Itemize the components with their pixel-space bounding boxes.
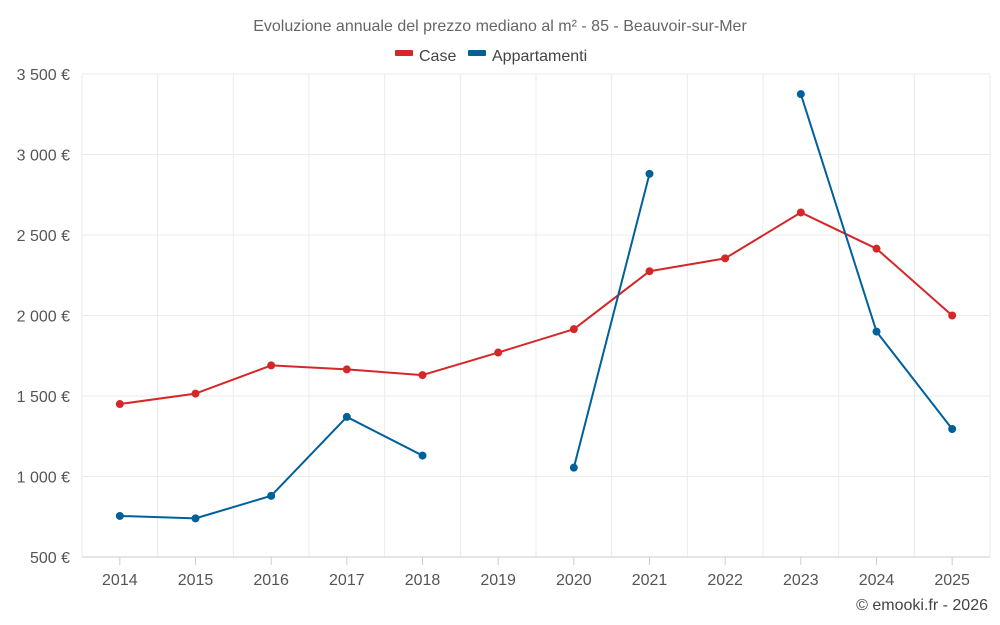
legend-item-appartamenti[interactable]: Appartamenti [468,48,587,65]
legend-item-case[interactable]: Case [395,48,456,65]
x-tick-label: 2018 [405,572,441,589]
grid [81,73,991,558]
data-point-case-2014[interactable] [115,400,124,409]
x-tick-label: 2021 [632,572,668,589]
legend-label-case: Case [419,48,456,65]
x-tick-label: 2017 [329,572,365,589]
y-tick-label: 3 500 € [17,67,70,84]
x-tick-label: 2015 [178,572,214,589]
data-point-case-2023[interactable] [796,208,805,217]
y-tick-label: 1 000 € [17,470,70,487]
x-tick-label: 2016 [253,572,289,589]
data-point-case-2018[interactable] [418,371,427,380]
y-tick-label: 2 000 € [17,309,70,326]
x-tick-label: 2020 [556,572,592,589]
data-point-case-2025[interactable] [948,311,957,320]
data-point-appartamenti-2018[interactable] [418,451,427,460]
y-tick-label: 3 000 € [17,148,70,165]
data-point-appartamenti-2023[interactable] [796,90,805,99]
x-tick-label: 2025 [934,572,970,589]
data-point-case-2024[interactable] [872,244,881,253]
y-axis: 3 500 € 3 000 € 2 500 € 2 000 € 1 500 € 1 000… [17,67,70,567]
series-line-appartamenti [119,415,423,520]
x-tick-label: 2024 [859,572,895,589]
data-point-case-2021[interactable] [645,267,654,276]
x-axis: 2014 2015 2016 2017 2018 2019 2020 2021 2022 2023… [82,556,990,589]
series-case [115,208,957,409]
legend: Case Appartamenti [395,48,587,65]
y-tick-label: 500 € [30,550,70,567]
series-line-appartamenti [799,93,953,430]
y-tick-label: 1 500 € [17,389,70,406]
series-line-appartamenti [572,173,651,468]
series [115,90,957,523]
data-point-appartamenti-2017[interactable] [342,412,351,421]
data-point-appartamenti-2024[interactable] [872,327,881,336]
series-line-case [119,211,953,406]
y-tick-label: 2 500 € [17,228,70,245]
data-point-case-2019[interactable] [494,348,503,357]
data-point-case-2015[interactable] [191,389,200,398]
x-tick-label: 2014 [102,572,138,589]
series-appartamenti [115,90,957,523]
data-point-appartamenti-2021[interactable] [645,169,654,178]
credit-text: © emooki.fr - 2026 [856,597,988,614]
data-point-appartamenti-2014[interactable] [115,511,124,520]
data-point-appartamenti-2015[interactable] [191,514,200,523]
x-tick-label: 2019 [480,572,516,589]
data-point-appartamenti-2016[interactable] [267,491,276,500]
legend-label-appartamenti: Appartamenti [492,48,587,65]
chart-title: Evoluzione annuale del prezzo mediano al… [253,18,747,35]
data-point-appartamenti-2020[interactable] [569,463,578,472]
data-point-appartamenti-2025[interactable] [948,425,957,434]
data-point-case-2022[interactable] [721,254,730,263]
x-tick-label: 2023 [783,572,819,589]
legend-swatch-case [395,50,413,56]
data-point-case-2017[interactable] [342,365,351,374]
x-tick-label: 2022 [707,572,743,589]
data-point-case-2020[interactable] [569,325,578,334]
legend-swatch-appartamenti [468,50,486,56]
data-point-case-2016[interactable] [267,361,276,370]
